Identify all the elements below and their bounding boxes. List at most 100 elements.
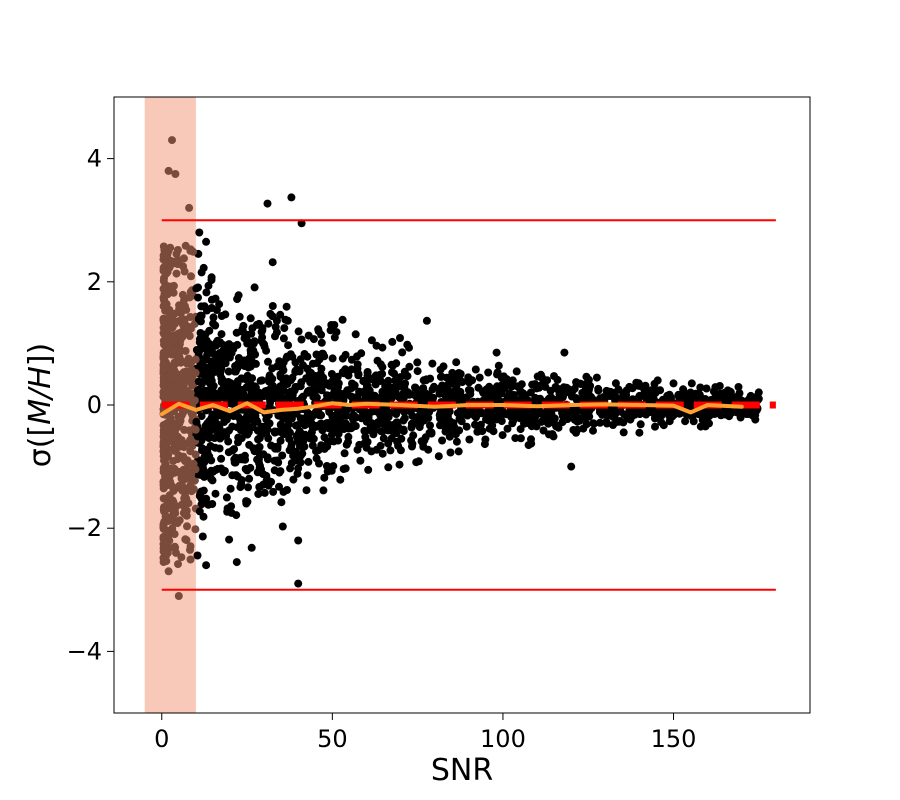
- scatter-point: [286, 464, 295, 473]
- scatter-point: [303, 408, 312, 417]
- scatter-point: [299, 361, 307, 370]
- scatter-point: [284, 391, 293, 400]
- scatter-point: [619, 428, 628, 437]
- scatter-point: [205, 434, 213, 443]
- scatter-point: [160, 428, 168, 437]
- scatter-point: [193, 432, 202, 441]
- scatter-point: [264, 392, 273, 401]
- scatter-point: [180, 425, 189, 434]
- scatter-point: [225, 535, 234, 544]
- scatter-point: [263, 199, 272, 208]
- scatter-point: [309, 434, 318, 443]
- scatter-point: [330, 333, 339, 342]
- scatter-point: [260, 488, 269, 497]
- scatter-point: [177, 500, 186, 509]
- scatter-point: [336, 475, 345, 484]
- scatter-point: [367, 407, 376, 416]
- scatter-point: [194, 293, 202, 302]
- scatter-point: [438, 436, 447, 445]
- scatter-point: [202, 561, 211, 570]
- scatter-point: [527, 435, 535, 444]
- scatter-point: [159, 484, 168, 493]
- scatter-point: [221, 359, 230, 368]
- scatter-point: [428, 385, 437, 394]
- y-tick-label: −4: [67, 637, 102, 665]
- scatter-point: [215, 444, 224, 453]
- scatter-point: [194, 283, 202, 292]
- scatter-point: [428, 395, 437, 403]
- scatter-point: [212, 338, 221, 347]
- scatter-point: [498, 431, 507, 440]
- scatter-point: [282, 302, 291, 311]
- scatter-point: [405, 390, 414, 399]
- scatter-point: [417, 388, 425, 397]
- scatter-point: [242, 497, 251, 506]
- scatter-point: [297, 335, 306, 344]
- scatter-point: [541, 382, 550, 391]
- scatter-point: [202, 237, 211, 246]
- scatter-point: [579, 424, 588, 433]
- scatter-point: [413, 367, 422, 376]
- scatter-point: [264, 434, 273, 443]
- scatter-point: [293, 469, 302, 478]
- scatter-point: [462, 422, 471, 431]
- scatter-point: [166, 516, 175, 525]
- scatter-point: [668, 412, 677, 421]
- scatter-point: [320, 473, 329, 482]
- scatter-point: [427, 429, 436, 438]
- scatter-point: [237, 434, 246, 443]
- scatter-point: [381, 412, 390, 421]
- y-axis-label-suffix: ]): [23, 343, 58, 366]
- scatter-point: [426, 421, 434, 430]
- scatter-point: [491, 410, 500, 419]
- scatter-point: [609, 412, 618, 421]
- scatter-point: [197, 343, 206, 352]
- scatter-point: [168, 496, 177, 505]
- scatter-point: [422, 316, 431, 325]
- scatter-point: [328, 354, 337, 363]
- scatter-point: [186, 313, 195, 321]
- scatter-point: [396, 334, 404, 342]
- scatter-point: [198, 532, 207, 541]
- scatter-point: [635, 391, 644, 400]
- scatter-point: [167, 282, 176, 291]
- scatter-point: [170, 336, 179, 345]
- scatter-point: [204, 281, 213, 290]
- scatter-point: [159, 302, 168, 311]
- scatter-point: [251, 359, 260, 368]
- scatter-point: [276, 310, 285, 319]
- scatter-point: [191, 355, 200, 364]
- scatter-point: [272, 328, 281, 337]
- scatter-point: [190, 396, 199, 405]
- scatter-point: [168, 136, 176, 145]
- scatter-point: [265, 373, 274, 382]
- scatter-point: [219, 353, 228, 362]
- scatter-point: [208, 500, 217, 508]
- scatter-point: [589, 426, 597, 435]
- scatter-point: [234, 360, 243, 369]
- scatter-point: [246, 349, 255, 358]
- scatter-point: [243, 371, 252, 380]
- scatter-point: [399, 416, 408, 425]
- scatter-point: [171, 170, 180, 178]
- scatter-point: [222, 415, 231, 424]
- x-axis-label: SNR: [431, 753, 493, 788]
- scatter-point: [215, 300, 224, 309]
- scatter-point: [401, 379, 410, 388]
- scatter-point: [176, 469, 185, 478]
- scatter-point: [497, 389, 506, 398]
- scatter-point: [394, 441, 403, 450]
- scatter-point: [341, 464, 350, 473]
- scatter-point: [202, 453, 211, 462]
- scatter-point: [245, 474, 254, 483]
- scatter-point: [419, 376, 428, 385]
- scatter-point: [510, 391, 519, 399]
- scatter-point: [236, 424, 245, 433]
- scatter-point: [351, 330, 360, 339]
- scatter-point: [159, 336, 168, 345]
- scatter-point: [250, 283, 259, 292]
- scatter-point: [276, 384, 285, 393]
- scatter-point: [390, 369, 398, 378]
- scatter-point: [314, 371, 323, 380]
- scatter-point: [334, 436, 343, 445]
